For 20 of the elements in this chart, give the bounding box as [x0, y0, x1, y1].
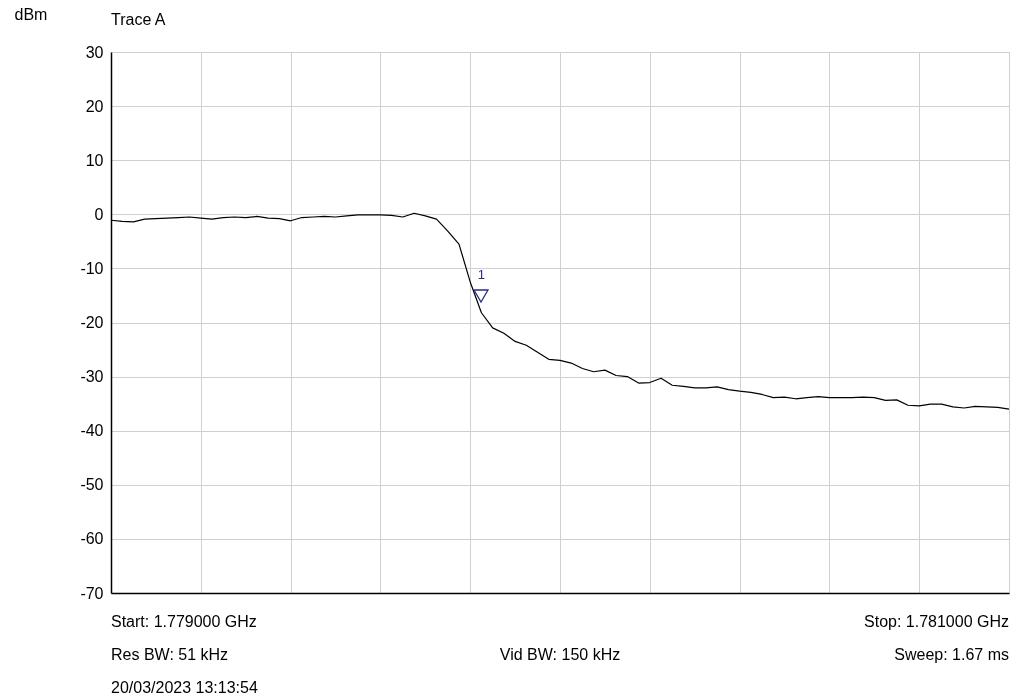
- text: 20/03/2023 13:13:54: [111, 679, 258, 696]
- text: Res BW: 51 kHz: [111, 646, 229, 663]
- annotation: 1: [477, 266, 486, 282]
- y-tick-label: -10: [80, 259, 104, 277]
- y-tick-label: -40: [80, 422, 104, 440]
- y-tick-label: -50: [80, 476, 104, 494]
- chart-title: Trace A: [111, 11, 166, 28]
- y-tick-label: -60: [80, 530, 104, 548]
- text: Stop: 1.781000 GHz: [864, 613, 1009, 630]
- text: Start: 1.779000 GHz: [111, 613, 257, 630]
- text: Vid BW: 150 kHz: [499, 646, 621, 663]
- y-tick-label: -20: [80, 314, 104, 331]
- y-tick-label: 10: [85, 151, 104, 169]
- y-tick-label: 30: [85, 43, 104, 61]
- y-tick-label: 0: [94, 205, 104, 223]
- y-tick-label: -30: [80, 368, 104, 386]
- y-tick-label: 20: [85, 97, 104, 115]
- text: Sweep: 1.67 ms: [894, 646, 1009, 663]
- y-tick-label: -70: [80, 584, 104, 602]
- y-axis-title: dBm: [14, 5, 48, 23]
